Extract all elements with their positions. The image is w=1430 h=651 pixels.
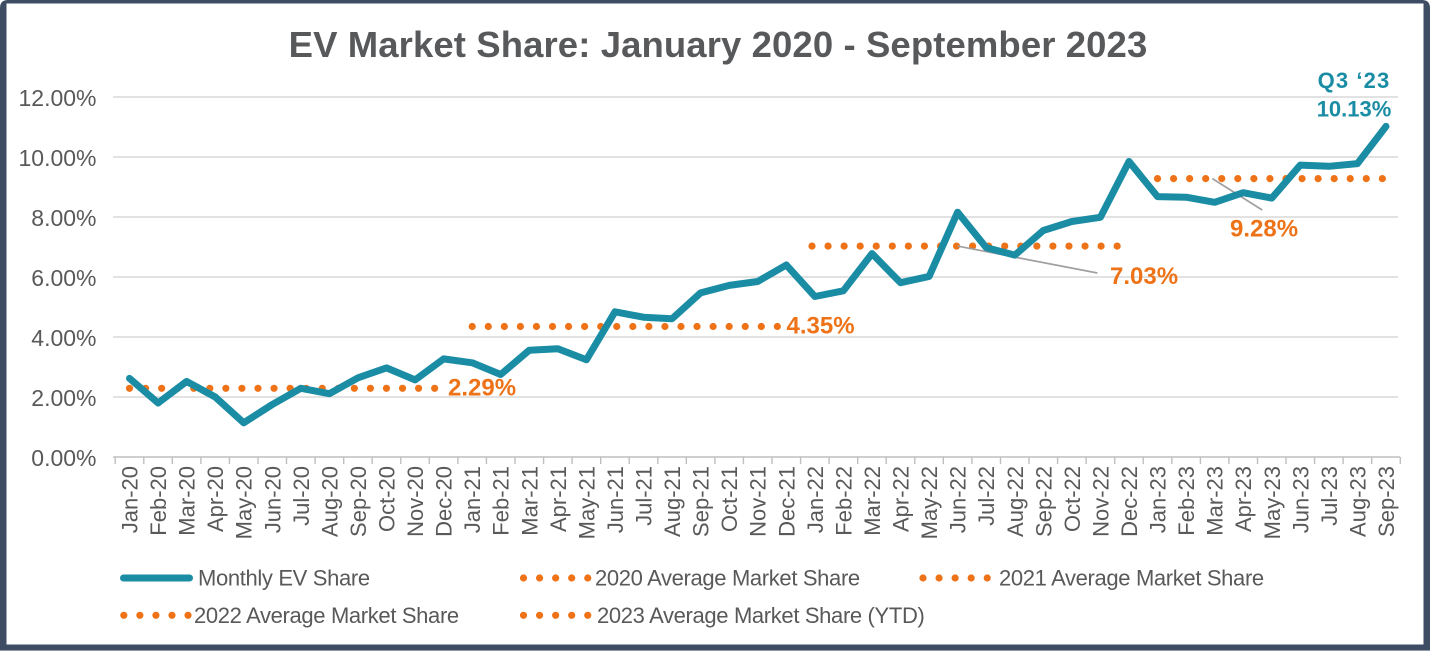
svg-text:Apr-22: Apr-22 xyxy=(889,466,914,532)
svg-text:6.00%: 6.00% xyxy=(31,265,96,291)
svg-text:7.03%: 7.03% xyxy=(1110,263,1178,290)
svg-text:Feb-23: Feb-23 xyxy=(1174,466,1199,536)
svg-text:Aug-23: Aug-23 xyxy=(1345,466,1370,537)
svg-text:EV Market Share: January 2020: EV Market Share: January 2020 - Septembe… xyxy=(289,24,1148,65)
svg-text:Sep-20: Sep-20 xyxy=(346,466,371,537)
svg-text:Sep-22: Sep-22 xyxy=(1031,466,1056,537)
svg-text:Jul-23: Jul-23 xyxy=(1317,466,1342,526)
svg-text:Jan-21: Jan-21 xyxy=(460,466,485,533)
svg-text:4.00%: 4.00% xyxy=(31,325,96,351)
svg-text:Apr-23: Apr-23 xyxy=(1231,466,1256,532)
svg-text:Mar-21: Mar-21 xyxy=(517,466,542,536)
svg-text:Mar-22: Mar-22 xyxy=(860,466,885,536)
svg-text:Apr-21: Apr-21 xyxy=(546,466,571,532)
svg-text:Apr-20: Apr-20 xyxy=(203,466,228,532)
svg-text:Monthly EV Share: Monthly EV Share xyxy=(198,566,370,591)
svg-text:Feb-22: Feb-22 xyxy=(831,466,856,536)
svg-text:Jun-22: Jun-22 xyxy=(946,466,971,533)
svg-text:Mar-20: Mar-20 xyxy=(175,466,200,536)
svg-text:May-20: May-20 xyxy=(232,466,257,539)
svg-text:Jun-23: Jun-23 xyxy=(1288,466,1313,533)
svg-text:Dec-21: Dec-21 xyxy=(774,466,799,537)
svg-text:12.00%: 12.00% xyxy=(18,85,96,111)
svg-text:May-23: May-23 xyxy=(1260,466,1285,539)
svg-text:2023 Average Market Share (YTD: 2023 Average Market Share (YTD) xyxy=(597,603,924,628)
svg-text:Sep-23: Sep-23 xyxy=(1374,466,1399,537)
svg-text:Jan-20: Jan-20 xyxy=(118,466,143,533)
svg-text:4.35%: 4.35% xyxy=(787,313,855,340)
svg-text:2020 Average Market Share: 2020 Average Market Share xyxy=(595,566,860,591)
svg-text:Nov-20: Nov-20 xyxy=(403,466,428,537)
svg-text:10.00%: 10.00% xyxy=(18,145,96,171)
svg-text:Nov-22: Nov-22 xyxy=(1088,466,1113,537)
svg-text:Dec-22: Dec-22 xyxy=(1117,466,1142,537)
svg-text:Feb-21: Feb-21 xyxy=(489,466,514,536)
svg-text:May-21: May-21 xyxy=(574,466,599,539)
svg-text:Jul-21: Jul-21 xyxy=(632,466,657,526)
svg-text:Jan-22: Jan-22 xyxy=(803,466,828,533)
svg-text:2021 Average Market Share: 2021 Average Market Share xyxy=(999,566,1264,591)
svg-text:Oct-22: Oct-22 xyxy=(1060,466,1085,532)
svg-text:Jul-22: Jul-22 xyxy=(974,466,999,526)
svg-text:Aug-22: Aug-22 xyxy=(1003,466,1028,537)
svg-text:Oct-20: Oct-20 xyxy=(375,466,400,532)
svg-text:Jul-20: Jul-20 xyxy=(289,466,314,526)
svg-text:Aug-20: Aug-20 xyxy=(317,466,342,537)
svg-text:8.00%: 8.00% xyxy=(31,205,96,231)
svg-text:Jun-20: Jun-20 xyxy=(260,466,285,533)
svg-text:2.29%: 2.29% xyxy=(448,375,516,402)
svg-text:Sep-21: Sep-21 xyxy=(689,466,714,537)
svg-text:Oct-21: Oct-21 xyxy=(717,466,742,532)
svg-text:Aug-21: Aug-21 xyxy=(660,466,685,537)
svg-text:Nov-21: Nov-21 xyxy=(746,466,771,537)
svg-text:2.00%: 2.00% xyxy=(31,385,96,411)
svg-text:Jan-23: Jan-23 xyxy=(1146,466,1171,533)
svg-text:0.00%: 0.00% xyxy=(31,445,96,471)
svg-text:Jun-21: Jun-21 xyxy=(603,466,628,533)
svg-text:2022 Average Market Share: 2022 Average Market Share xyxy=(194,603,459,628)
svg-text:Q3 ‘23: Q3 ‘23 xyxy=(1318,68,1391,93)
svg-text:Mar-23: Mar-23 xyxy=(1203,466,1228,536)
svg-text:Dec-20: Dec-20 xyxy=(432,466,457,537)
svg-text:10.13%: 10.13% xyxy=(1317,97,1392,122)
svg-text:May-22: May-22 xyxy=(917,466,942,539)
svg-text:9.28%: 9.28% xyxy=(1230,216,1298,243)
svg-text:Feb-20: Feb-20 xyxy=(146,466,171,536)
